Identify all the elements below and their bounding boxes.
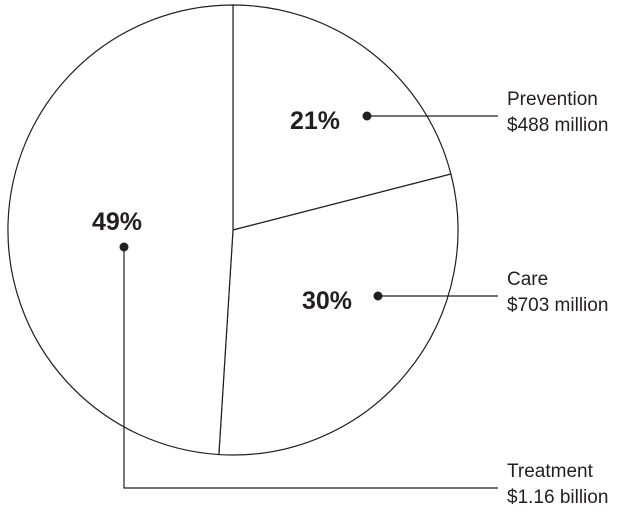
amount-label-prevention: $488 million	[507, 115, 608, 136]
leader-lines	[119, 111, 498, 489]
category-label-treatment: Treatment	[507, 461, 594, 482]
percent-label-treatment: 49%	[92, 208, 142, 236]
amount-label-care: $703 million	[507, 295, 608, 316]
percent-labels: 21% 30% 49%	[92, 107, 352, 315]
leader-line-treatment	[123, 247, 498, 489]
category-label-prevention: Prevention	[507, 89, 598, 110]
leader-dot-treatment	[119, 242, 129, 252]
category-labels: Prevention $488 million Care $703 millio…	[507, 89, 608, 508]
category-label-care: Care	[507, 269, 548, 290]
percent-label-prevention: 21%	[290, 107, 340, 135]
leader-dot-care	[373, 291, 383, 301]
leader-dot-prevention	[362, 111, 372, 121]
amount-label-treatment: $1.16 billion	[507, 487, 608, 508]
pie-slice-care	[218, 173, 459, 456]
percent-label-care: 30%	[302, 287, 352, 315]
pie-slice-prevention	[232, 4, 452, 231]
pie-slices	[7, 4, 459, 456]
